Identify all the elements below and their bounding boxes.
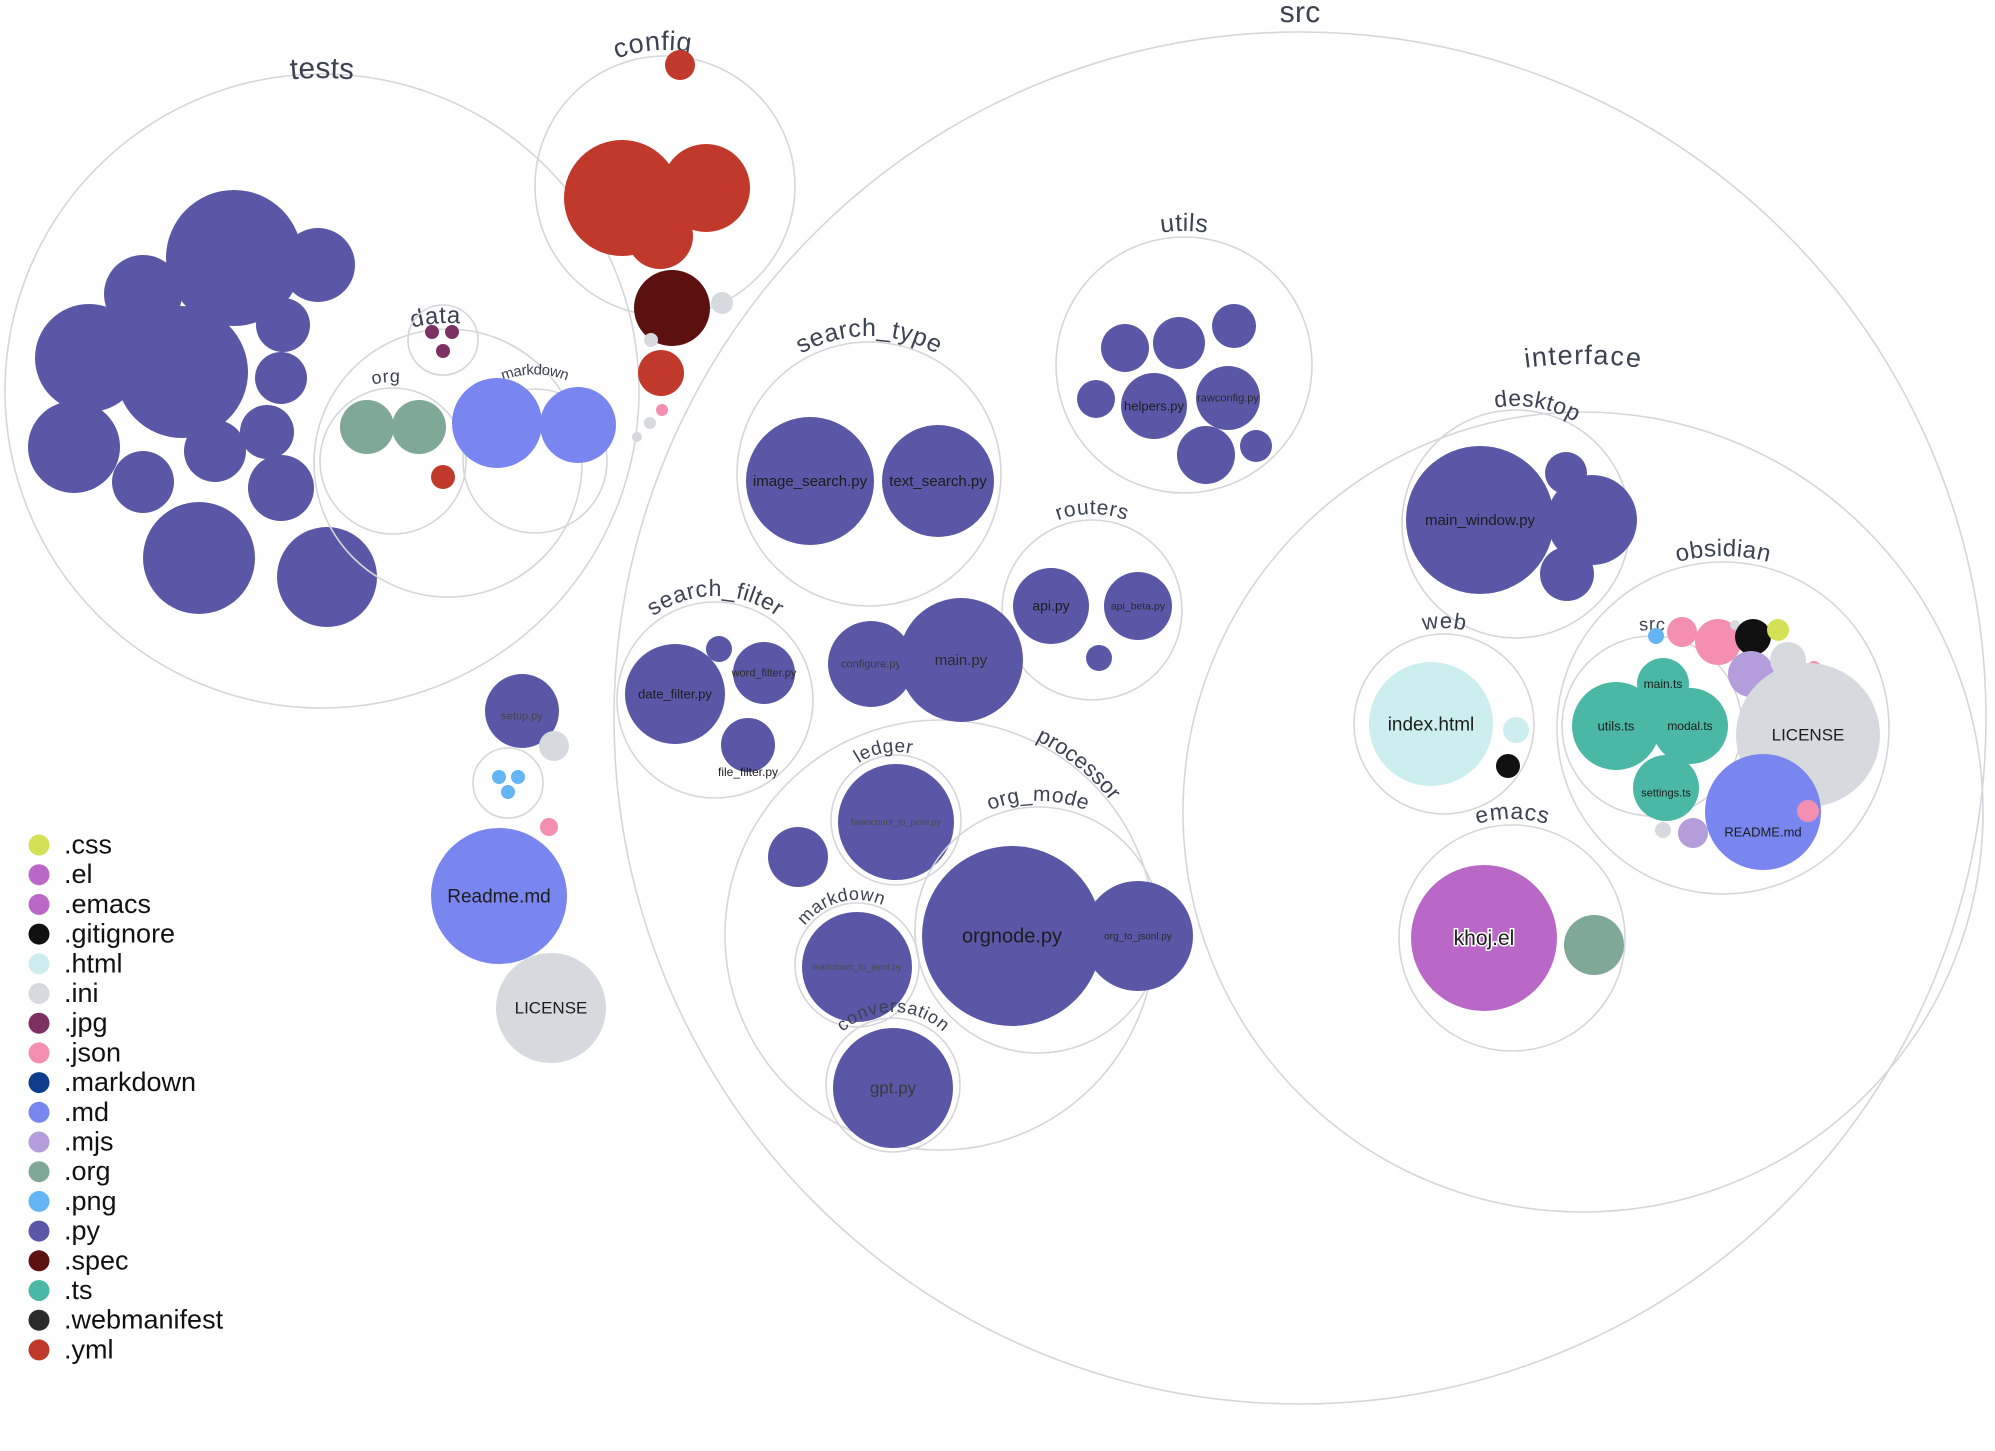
svg-text:api.py: api.py xyxy=(1032,598,1069,614)
svg-text:text_search.py: text_search.py xyxy=(889,473,987,490)
svg-text:web: web xyxy=(1419,608,1468,635)
svg-text:utils.ts: utils.ts xyxy=(1598,718,1635,733)
svg-text:beancount_to_jsonl.py: beancount_to_jsonl.py xyxy=(851,817,942,827)
svg-text:markdown_to_jsonl.py: markdown_to_jsonl.py xyxy=(812,962,902,972)
svg-text:.ini: .ini xyxy=(64,978,99,1008)
svg-text:.emacs: .emacs xyxy=(64,889,151,919)
svg-text:LICENSE: LICENSE xyxy=(1772,726,1845,745)
svg-text:.el: .el xyxy=(64,859,93,889)
svg-text:word_filter.py: word_filter.py xyxy=(731,668,797,680)
svg-text:index.html: index.html xyxy=(1388,714,1475,735)
svg-text:settings.ts: settings.ts xyxy=(1641,788,1691,800)
svg-text:api_beta.py: api_beta.py xyxy=(1111,601,1166,613)
svg-text:main.py: main.py xyxy=(935,652,988,669)
svg-text:main_window.py: main_window.py xyxy=(1425,512,1536,529)
svg-text:utils: utils xyxy=(1159,209,1210,239)
svg-text:.png: .png xyxy=(64,1186,117,1216)
svg-text:.webmanifest: .webmanifest xyxy=(64,1305,224,1335)
svg-text:modal.ts: modal.ts xyxy=(1667,719,1712,733)
svg-text:org_to_jsonl.py: org_to_jsonl.py xyxy=(1104,931,1172,942)
svg-text:.org: .org xyxy=(64,1156,111,1186)
svg-text:helpers.py: helpers.py xyxy=(1124,398,1184,413)
svg-text:Readme.md: Readme.md xyxy=(447,886,551,907)
svg-text:.py: .py xyxy=(64,1216,101,1246)
svg-text:date_filter.py: date_filter.py xyxy=(638,686,712,701)
svg-text:.json: .json xyxy=(64,1037,121,1067)
svg-text:.md: .md xyxy=(64,1097,109,1127)
svg-text:setup.py: setup.py xyxy=(501,711,543,723)
svg-text:main.ts: main.ts xyxy=(1644,677,1683,691)
svg-text:khoj.el: khoj.el xyxy=(1454,927,1515,950)
svg-text:.jpg: .jpg xyxy=(64,1008,108,1038)
svg-text:.markdown: .markdown xyxy=(64,1067,196,1097)
svg-text:.yml: .yml xyxy=(64,1334,114,1364)
svg-text:image_search.py: image_search.py xyxy=(753,473,868,490)
svg-text:README.md: README.md xyxy=(1724,824,1801,839)
svg-text:org: org xyxy=(370,366,401,389)
svg-text:gpt.py: gpt.py xyxy=(870,1079,917,1098)
svg-text:.css: .css xyxy=(64,830,112,860)
svg-text:LICENSE: LICENSE xyxy=(515,999,588,1018)
svg-text:.spec: .spec xyxy=(64,1245,129,1275)
svg-text:.html: .html xyxy=(64,948,123,978)
svg-text:orgnode.py: orgnode.py xyxy=(962,926,1062,948)
svg-text:.ts: .ts xyxy=(64,1275,93,1305)
svg-text:configure.py: configure.py xyxy=(841,659,901,671)
svg-text:.gitignore: .gitignore xyxy=(64,919,175,949)
svg-text:file_filter.py: file_filter.py xyxy=(718,765,778,779)
svg-text:tests: tests xyxy=(288,52,355,87)
svg-text:src: src xyxy=(1279,0,1320,29)
svg-text:.mjs: .mjs xyxy=(64,1127,114,1157)
svg-text:rawconfig.py: rawconfig.py xyxy=(1197,393,1259,405)
